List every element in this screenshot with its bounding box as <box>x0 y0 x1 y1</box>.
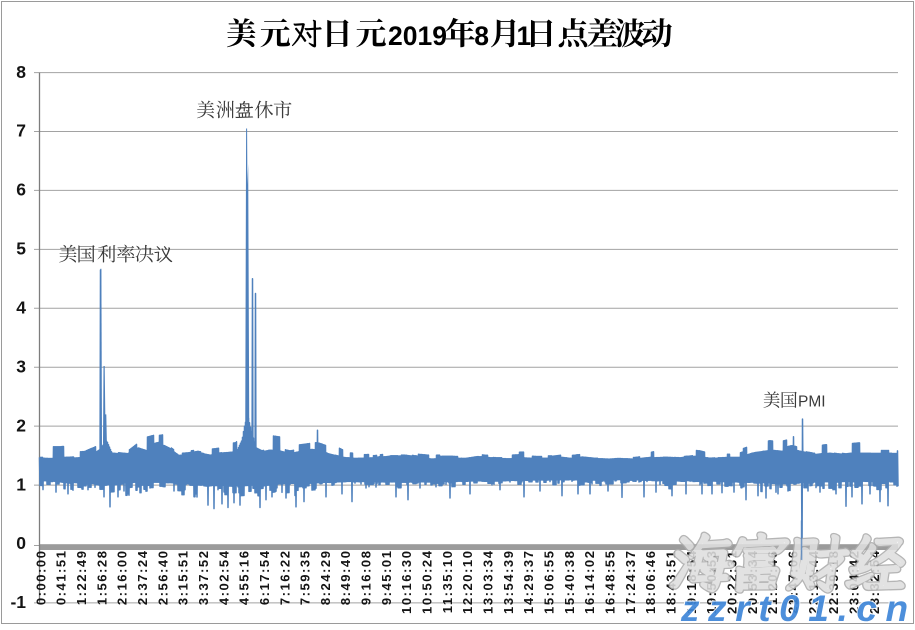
svg-text:0:41:51: 0:41:51 <box>54 550 69 606</box>
svg-text:1: 1 <box>16 474 26 494</box>
svg-text:18:06:46: 18:06:46 <box>643 550 658 614</box>
svg-text:16:14:02: 16:14:02 <box>582 550 597 614</box>
svg-text:1:56:28: 1:56:28 <box>94 550 109 606</box>
svg-text:5: 5 <box>16 239 26 259</box>
svg-text:1: 1 <box>517 21 532 51</box>
svg-text:7:59:35: 7:59:35 <box>298 550 313 606</box>
svg-text:3: 3 <box>16 356 26 376</box>
svg-text:16:48:55: 16:48:55 <box>603 550 618 614</box>
svg-text:8: 8 <box>474 21 489 51</box>
svg-text:6: 6 <box>16 180 26 200</box>
svg-text:9:45:01: 9:45:01 <box>379 550 394 606</box>
svg-text:-1: -1 <box>10 592 26 612</box>
svg-text:15:40:38: 15:40:38 <box>562 550 577 614</box>
svg-text:0:00:00: 0:00:00 <box>33 550 48 606</box>
svg-text:4:55:16: 4:55:16 <box>237 550 252 606</box>
svg-text:8:24:29: 8:24:29 <box>318 550 333 606</box>
svg-text:15:06:55: 15:06:55 <box>542 550 557 614</box>
svg-text:14:29:37: 14:29:37 <box>521 550 536 614</box>
svg-text:zzrt01.cn: zzrt01.cn <box>680 588 915 625</box>
svg-text:2: 2 <box>16 415 26 435</box>
svg-text:7: 7 <box>16 121 26 141</box>
svg-text:1:22:49: 1:22:49 <box>74 550 89 606</box>
svg-text:8:49:40: 8:49:40 <box>338 550 353 606</box>
svg-text:2019: 2019 <box>388 21 447 51</box>
svg-text:6:17:54: 6:17:54 <box>257 550 272 606</box>
svg-text:0: 0 <box>16 533 26 553</box>
svg-text:11:35:10: 11:35:10 <box>440 550 455 614</box>
svg-text:8: 8 <box>16 62 26 82</box>
svg-text:4: 4 <box>16 298 26 318</box>
svg-text:2:16:00: 2:16:00 <box>115 550 130 606</box>
svg-text:2:37:24: 2:37:24 <box>135 550 150 606</box>
svg-text:13:54:39: 13:54:39 <box>501 550 516 614</box>
svg-text:PMI: PMI <box>798 394 826 411</box>
svg-text:4:02:54: 4:02:54 <box>216 550 231 606</box>
svg-text:10:50:24: 10:50:24 <box>420 550 435 614</box>
svg-text:3:15:51: 3:15:51 <box>176 550 191 606</box>
svg-text:7:16:22: 7:16:22 <box>277 550 292 606</box>
svg-text:12:20:10: 12:20:10 <box>460 550 475 614</box>
svg-text:10:16:30: 10:16:30 <box>399 550 414 614</box>
svg-text:13:03:34: 13:03:34 <box>481 550 496 614</box>
svg-text:2:56:40: 2:56:40 <box>155 550 170 606</box>
svg-text:9:16:08: 9:16:08 <box>359 550 374 606</box>
svg-text:3:37:52: 3:37:52 <box>196 550 211 606</box>
svg-text:17:24:37: 17:24:37 <box>623 550 638 614</box>
